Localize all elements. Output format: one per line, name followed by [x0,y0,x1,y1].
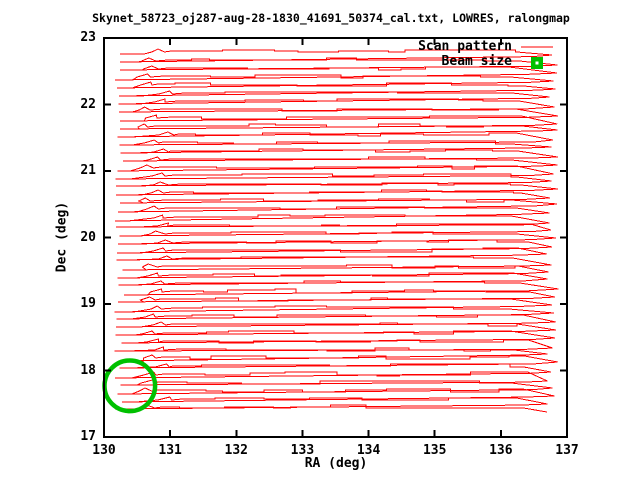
plot-title: Skynet_58723_oj287-aug-28-1830_41691_503… [92,11,570,25]
x-tick-label: 135 [422,443,447,458]
y-tick-label: 20 [80,229,96,245]
x-tick-label: 133 [290,443,315,458]
scan-pattern-path [114,48,559,413]
legend-beam-marker-center [535,61,539,65]
x-tick-label: 136 [489,443,513,458]
y-tick-label: 19 [80,296,96,311]
y-tick-label: 17 [80,429,96,444]
x-tick-label: 131 [158,443,182,458]
x-tick-label: 137 [555,443,579,458]
x-tick-label: 130 [92,443,116,458]
y-tick-label: 23 [80,30,96,45]
legend-label-beam-size: Beam size [441,54,512,69]
y-tick-label: 21 [80,163,96,178]
x-tick-label: 134 [356,443,381,458]
legend-label-scan-pattern: Scan pattern [418,39,512,54]
x-tick-label: 132 [224,443,249,458]
y-tick-label: 18 [80,362,96,378]
y-tick-label: 22 [80,96,96,112]
x-axis-label: RA (deg) [304,456,368,471]
